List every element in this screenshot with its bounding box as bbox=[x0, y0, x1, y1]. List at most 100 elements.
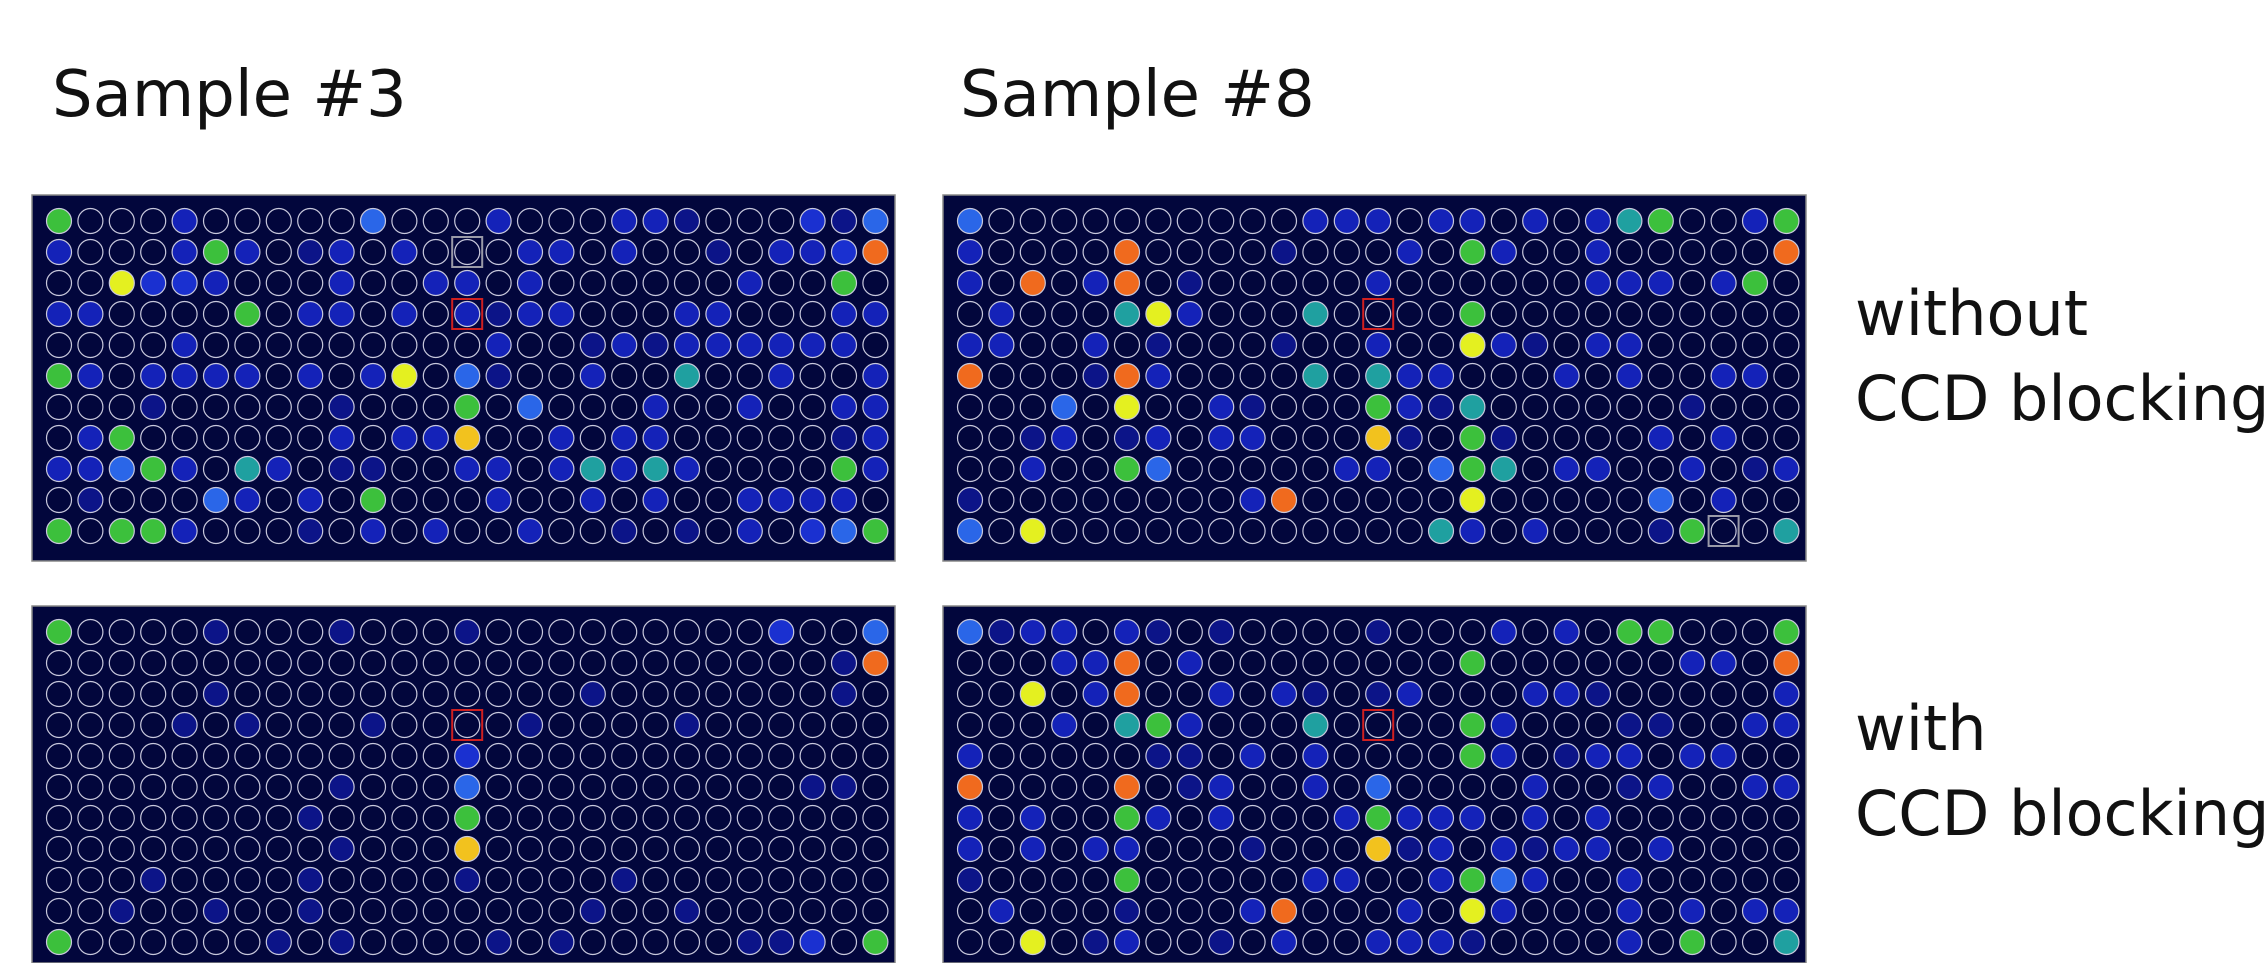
spot bbox=[1679, 928, 1706, 956]
spot bbox=[1427, 866, 1455, 894]
spot bbox=[736, 835, 763, 863]
row-label: CCD blocking bbox=[1855, 777, 2268, 850]
spot bbox=[202, 393, 230, 421]
spot bbox=[202, 362, 230, 390]
spot bbox=[705, 486, 732, 514]
spot bbox=[45, 238, 73, 266]
spot bbox=[1616, 773, 1643, 801]
spot bbox=[422, 517, 449, 545]
spot bbox=[1270, 866, 1298, 894]
spot bbox=[454, 804, 481, 832]
spot bbox=[202, 804, 230, 832]
spot bbox=[485, 486, 512, 514]
spot bbox=[1145, 455, 1172, 483]
spot bbox=[171, 897, 198, 925]
spot bbox=[1616, 486, 1643, 514]
spot bbox=[736, 711, 763, 739]
spot bbox=[1427, 618, 1455, 646]
spot bbox=[830, 928, 858, 956]
spot bbox=[1616, 393, 1643, 421]
spot bbox=[328, 486, 355, 514]
spot bbox=[328, 362, 355, 390]
spot bbox=[45, 207, 73, 235]
spot bbox=[1365, 742, 1392, 770]
spot bbox=[1270, 362, 1298, 390]
spot bbox=[1647, 269, 1674, 297]
spot bbox=[108, 742, 135, 770]
spot bbox=[1051, 238, 1078, 266]
spot bbox=[1396, 742, 1423, 770]
spot bbox=[705, 331, 732, 359]
spot bbox=[1427, 804, 1455, 832]
spot bbox=[1522, 866, 1549, 894]
spot bbox=[1459, 207, 1486, 235]
spot bbox=[1208, 455, 1235, 483]
spot bbox=[1647, 300, 1674, 328]
spot bbox=[673, 866, 701, 894]
spot bbox=[265, 207, 292, 235]
spot bbox=[1459, 804, 1486, 832]
spot bbox=[1239, 300, 1266, 328]
spot bbox=[422, 742, 449, 770]
spot bbox=[297, 393, 324, 421]
spot bbox=[988, 424, 1015, 452]
spot bbox=[1773, 897, 1800, 925]
spot bbox=[45, 618, 73, 646]
spot bbox=[45, 742, 73, 770]
spot bbox=[485, 680, 512, 708]
spot bbox=[391, 424, 418, 452]
spot bbox=[1459, 897, 1486, 925]
spot bbox=[140, 618, 167, 646]
spot bbox=[1490, 928, 1517, 956]
spot bbox=[359, 486, 387, 514]
spot bbox=[202, 424, 230, 452]
spot bbox=[862, 835, 889, 863]
spot bbox=[297, 331, 324, 359]
spot bbox=[1710, 866, 1737, 894]
spot bbox=[1208, 618, 1235, 646]
spot bbox=[77, 649, 104, 677]
spot bbox=[1396, 711, 1423, 739]
spot bbox=[705, 393, 732, 421]
spot bbox=[77, 897, 104, 925]
spot bbox=[1019, 804, 1046, 832]
spot bbox=[202, 517, 230, 545]
spot bbox=[1270, 742, 1298, 770]
spot bbox=[1365, 928, 1392, 956]
spot bbox=[579, 517, 606, 545]
spot bbox=[108, 455, 135, 483]
spot bbox=[1773, 618, 1800, 646]
spot bbox=[391, 300, 418, 328]
spot bbox=[1459, 300, 1486, 328]
spot bbox=[45, 362, 73, 390]
spot bbox=[705, 773, 732, 801]
spot bbox=[1208, 928, 1235, 956]
spot bbox=[391, 711, 418, 739]
column-header: Sample #3 bbox=[52, 58, 407, 132]
spot bbox=[1019, 680, 1046, 708]
spot bbox=[1051, 711, 1078, 739]
spot bbox=[1239, 331, 1266, 359]
spot bbox=[1710, 649, 1737, 677]
spot bbox=[1490, 517, 1517, 545]
spot bbox=[1208, 711, 1235, 739]
spot bbox=[1396, 804, 1423, 832]
spot bbox=[77, 486, 104, 514]
spot bbox=[1333, 517, 1360, 545]
spot bbox=[736, 618, 763, 646]
spot bbox=[234, 928, 261, 956]
spot bbox=[234, 486, 261, 514]
spot bbox=[454, 238, 481, 266]
spot bbox=[1365, 393, 1392, 421]
spot bbox=[642, 618, 669, 646]
spot bbox=[799, 773, 826, 801]
spot bbox=[1647, 680, 1674, 708]
spot bbox=[1176, 804, 1203, 832]
spot bbox=[1616, 424, 1643, 452]
spot bbox=[45, 897, 73, 925]
spot bbox=[1302, 866, 1329, 894]
reference-box bbox=[451, 709, 484, 741]
spot bbox=[1051, 300, 1078, 328]
spot bbox=[988, 269, 1015, 297]
spot bbox=[1051, 618, 1078, 646]
